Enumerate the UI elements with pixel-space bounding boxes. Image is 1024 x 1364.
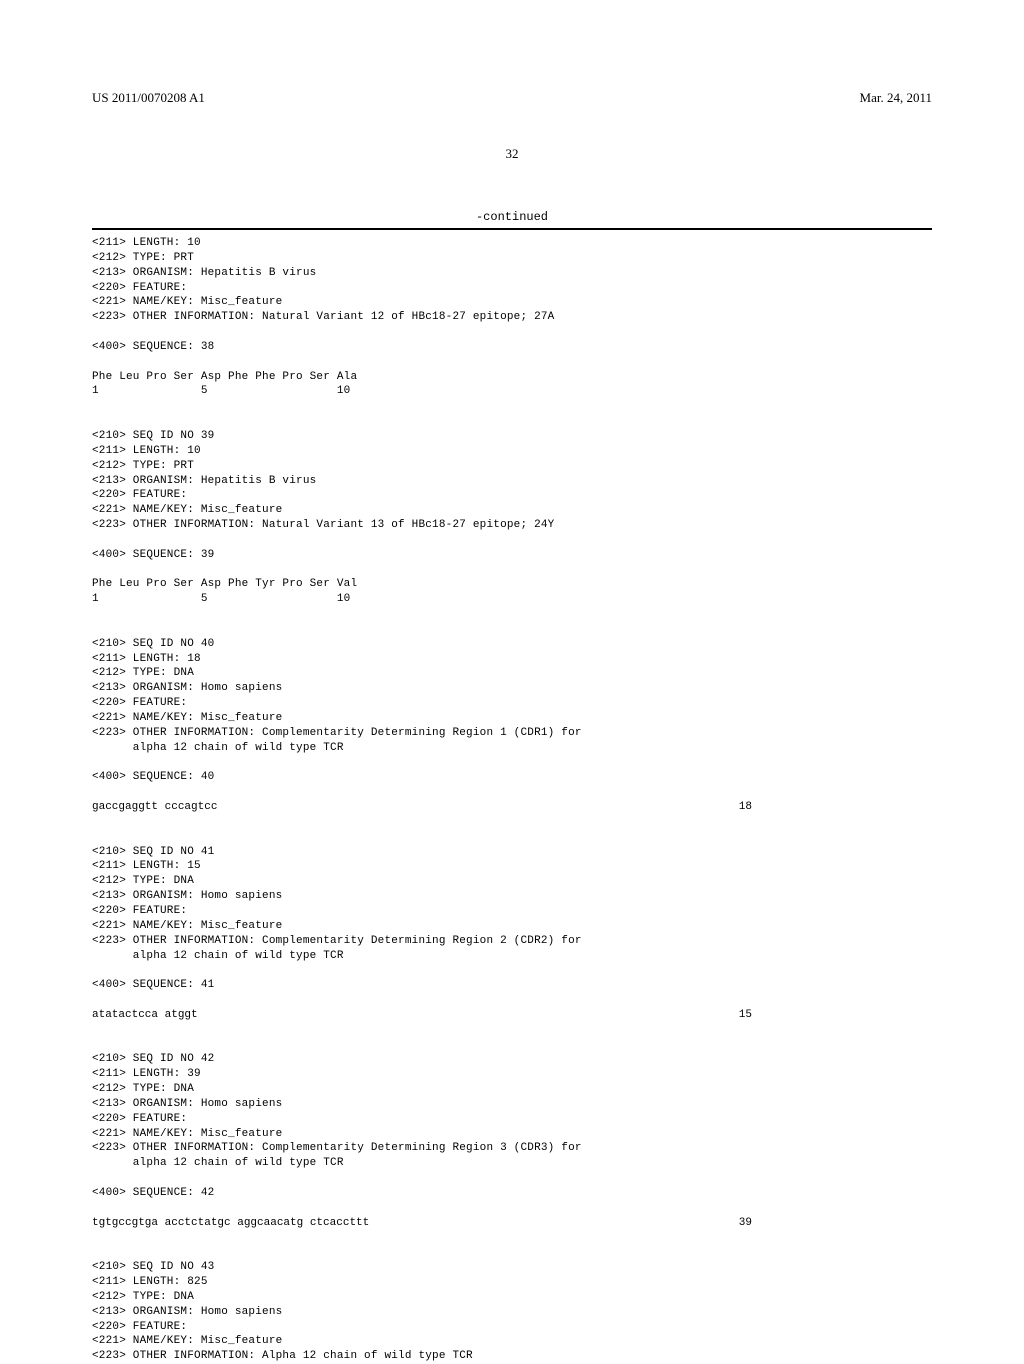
spacer: [92, 355, 932, 370]
sequence-text: <210> SEQ ID NO 42 <211> LENGTH: 39 <212…: [92, 1052, 932, 1171]
page-header: US 2011/0070208 A1 Mar. 24, 2011: [92, 90, 932, 106]
sequence-text: Phe Leu Pro Ser Asp Phe Phe Pro Ser Ala …: [92, 370, 932, 400]
continued-label: -continued: [92, 210, 932, 224]
spacer: [92, 785, 932, 800]
spacer: [92, 1171, 932, 1186]
sequence-data: gaccgaggtt cccagtcc: [92, 800, 217, 815]
sequence-text: <210> SEQ ID NO 39 <211> LENGTH: 10 <212…: [92, 429, 932, 533]
sequence-row: gaccgaggtt cccagtcc 18: [92, 800, 932, 815]
sequence-text: <210> SEQ ID NO 41 <211> LENGTH: 15 <212…: [92, 845, 932, 964]
sequence-listing: <211> LENGTH: 10 <212> TYPE: PRT <213> O…: [92, 236, 932, 1364]
sequence-length-number: 15: [739, 1008, 932, 1023]
sequence-row: tgtgccgtga acctctatgc aggcaacatg ctcacct…: [92, 1216, 932, 1231]
spacer: [92, 815, 932, 845]
sequence-text: <210> SEQ ID NO 43 <211> LENGTH: 825 <21…: [92, 1260, 932, 1364]
publication-number: US 2011/0070208 A1: [92, 90, 205, 106]
sequence-text: <400> SEQUENCE: 41: [92, 978, 932, 993]
spacer: [92, 607, 932, 637]
divider-top: [92, 228, 932, 230]
sequence-text: Phe Leu Pro Ser Asp Phe Tyr Pro Ser Val …: [92, 577, 932, 607]
publication-date: Mar. 24, 2011: [860, 90, 932, 106]
spacer: [92, 756, 932, 771]
sequence-text: <400> SEQUENCE: 38: [92, 340, 932, 355]
sequence-text: <210> SEQ ID NO 40 <211> LENGTH: 18 <212…: [92, 637, 932, 756]
spacer: [92, 533, 932, 548]
spacer: [92, 399, 932, 429]
sequence-text: <400> SEQUENCE: 40: [92, 770, 932, 785]
sequence-data: atatactcca atggt: [92, 1008, 198, 1023]
sequence-text: <211> LENGTH: 10 <212> TYPE: PRT <213> O…: [92, 236, 932, 325]
sequence-text: <400> SEQUENCE: 39: [92, 548, 932, 563]
spacer: [92, 1023, 932, 1053]
spacer: [92, 993, 932, 1008]
spacer: [92, 563, 932, 578]
spacer: [92, 325, 932, 340]
spacer: [92, 1201, 932, 1216]
sequence-row: atatactcca atggt 15: [92, 1008, 932, 1023]
page-number: 32: [92, 146, 932, 162]
sequence-length-number: 18: [739, 800, 932, 815]
spacer: [92, 1231, 932, 1261]
sequence-length-number: 39: [739, 1216, 932, 1231]
sequence-text: <400> SEQUENCE: 42: [92, 1186, 932, 1201]
sequence-data: tgtgccgtga acctctatgc aggcaacatg ctcacct…: [92, 1216, 369, 1231]
spacer: [92, 963, 932, 978]
